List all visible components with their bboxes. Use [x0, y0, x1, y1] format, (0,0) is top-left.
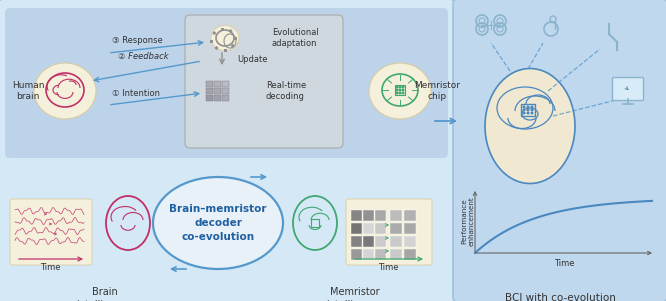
- FancyBboxPatch shape: [346, 199, 432, 265]
- Circle shape: [527, 109, 529, 111]
- Text: Real-time
decoding: Real-time decoding: [266, 81, 306, 101]
- Bar: [395, 85, 405, 95]
- Circle shape: [523, 109, 525, 111]
- Bar: [220, 27, 224, 30]
- Circle shape: [396, 86, 398, 88]
- Bar: [214, 95, 221, 101]
- FancyBboxPatch shape: [453, 0, 666, 301]
- Circle shape: [523, 106, 525, 108]
- Text: ③ Response: ③ Response: [112, 36, 163, 45]
- Bar: [224, 48, 226, 51]
- Bar: [390, 236, 402, 247]
- Bar: [351, 210, 362, 221]
- Bar: [363, 236, 374, 247]
- Text: Time: Time: [553, 259, 574, 268]
- Bar: [206, 81, 213, 87]
- Text: Memristor
chip: Memristor chip: [414, 81, 460, 101]
- Circle shape: [527, 112, 529, 114]
- Bar: [390, 249, 402, 260]
- Bar: [230, 44, 235, 48]
- FancyBboxPatch shape: [613, 77, 643, 101]
- Bar: [351, 236, 362, 247]
- Bar: [351, 223, 362, 234]
- Bar: [212, 31, 216, 35]
- Circle shape: [402, 89, 404, 91]
- Bar: [363, 249, 374, 260]
- Text: Brain–memristor
decoder
co-evolution: Brain–memristor decoder co-evolution: [169, 204, 267, 242]
- Ellipse shape: [485, 69, 575, 184]
- Bar: [214, 46, 218, 50]
- Bar: [351, 249, 362, 260]
- Circle shape: [531, 109, 533, 111]
- Text: Evolutional
adaptation: Evolutional adaptation: [272, 28, 319, 48]
- Text: Update: Update: [237, 54, 268, 64]
- Bar: [404, 236, 416, 247]
- Text: Human
brain: Human brain: [12, 81, 44, 101]
- Bar: [222, 88, 229, 94]
- Bar: [404, 249, 416, 260]
- Circle shape: [402, 92, 404, 94]
- Bar: [228, 29, 232, 33]
- Bar: [404, 223, 416, 234]
- Ellipse shape: [211, 26, 239, 51]
- Bar: [375, 236, 386, 247]
- Circle shape: [399, 92, 401, 94]
- Bar: [210, 39, 214, 42]
- Bar: [214, 81, 221, 87]
- Bar: [222, 95, 229, 101]
- Text: Brain
intelligence: Brain intelligence: [77, 287, 133, 301]
- Bar: [375, 249, 386, 260]
- FancyBboxPatch shape: [185, 15, 343, 148]
- Text: Time: Time: [40, 263, 60, 272]
- Circle shape: [402, 86, 404, 88]
- Bar: [390, 210, 402, 221]
- Circle shape: [523, 112, 525, 114]
- Circle shape: [399, 89, 401, 91]
- Circle shape: [396, 92, 398, 94]
- Ellipse shape: [369, 63, 431, 119]
- Ellipse shape: [34, 63, 96, 119]
- Circle shape: [531, 106, 533, 108]
- FancyBboxPatch shape: [10, 199, 92, 265]
- Text: ① Intention: ① Intention: [112, 89, 160, 98]
- Text: Memristor
intelligence: Memristor intelligence: [326, 287, 384, 301]
- Bar: [390, 223, 402, 234]
- Ellipse shape: [153, 177, 283, 269]
- Bar: [521, 104, 535, 116]
- Bar: [311, 219, 319, 227]
- Bar: [363, 223, 374, 234]
- Text: ② Feedback: ② Feedback: [118, 52, 168, 61]
- Bar: [375, 210, 386, 221]
- Bar: [222, 81, 229, 87]
- FancyBboxPatch shape: [5, 8, 448, 158]
- Text: Performance
enhancement: Performance enhancement: [462, 196, 475, 246]
- Circle shape: [531, 112, 533, 114]
- Bar: [375, 223, 386, 234]
- Bar: [363, 210, 374, 221]
- Bar: [206, 88, 213, 94]
- Text: Time: Time: [378, 263, 398, 272]
- Bar: [214, 88, 221, 94]
- Circle shape: [527, 106, 529, 108]
- Circle shape: [396, 89, 398, 91]
- Bar: [404, 210, 416, 221]
- Text: BCI with co-evolution: BCI with co-evolution: [505, 293, 615, 301]
- Bar: [206, 95, 213, 101]
- Circle shape: [399, 86, 401, 88]
- FancyBboxPatch shape: [0, 0, 455, 301]
- Bar: [234, 36, 236, 39]
